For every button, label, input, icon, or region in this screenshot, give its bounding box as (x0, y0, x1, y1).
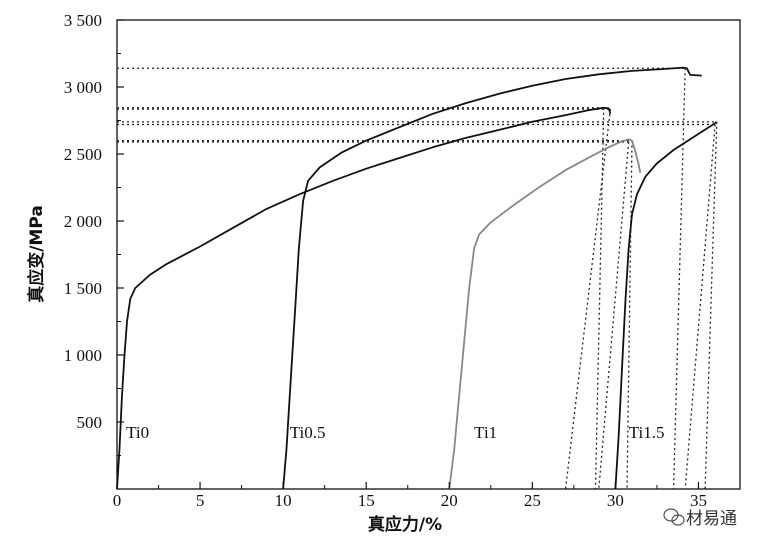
series-label-Ti0: Ti0 (126, 423, 149, 442)
reference-line-drop (564, 109, 612, 490)
x-axis-title: 真应力/% (368, 514, 442, 535)
y-tick-label: 3 000 (64, 78, 102, 97)
series-line-Ti1.5 (614, 121, 718, 490)
reference-lines (117, 67, 718, 490)
series-label-Ti1: Ti1 (474, 423, 497, 442)
series-line-Ti0 (116, 106, 612, 490)
reference-line-drop (704, 121, 718, 490)
y-tick-label: 1 000 (64, 346, 102, 365)
y-tick-label: 2 500 (64, 145, 102, 164)
x-tick-label: 5 (196, 491, 205, 510)
x-axis-ticks: 0 5 10 15 20 25 30 35 (113, 482, 707, 510)
series-label-Ti0.5: Ti0.5 (290, 423, 326, 442)
x-tick-label: 0 (113, 491, 122, 510)
reference-line-drop (598, 141, 630, 490)
series-label-Ti1.5: Ti1.5 (629, 423, 665, 442)
y-tick-label: 1 500 (64, 279, 102, 298)
x-tick-label: 25 (524, 491, 541, 510)
plot-frame (116, 19, 741, 490)
reference-line-drop (684, 124, 716, 490)
x-tick-label: 10 (275, 491, 292, 510)
y-axis-title: 真应变/MPa (26, 205, 47, 303)
series-lines (116, 66, 718, 490)
watermark: 材易通 (663, 508, 737, 529)
watermark-text: 材易通 (686, 509, 737, 529)
y-tick-label: 3 500 (64, 11, 102, 30)
x-tick-label: 15 (358, 491, 375, 510)
y-tick-label: 2 000 (64, 212, 102, 231)
series-line-Ti0.5 (282, 66, 702, 490)
reference-line-drop (672, 68, 686, 490)
x-tick-label: 35 (690, 491, 707, 510)
y-tick-label: 500 (77, 413, 103, 432)
reference-line-drop (594, 107, 605, 490)
x-tick-label: 20 (441, 491, 458, 510)
wechat-icon (663, 508, 685, 526)
series-line-Ti1 (448, 138, 642, 490)
y-axis-ticks: 500 1 000 1 500 2 000 2 500 3 000 3 500 (64, 11, 124, 456)
series-labels: Ti0 Ti0.5 Ti1 Ti1.5 (126, 423, 664, 442)
reference-line-drop (626, 140, 633, 490)
x-tick-label: 30 (607, 491, 624, 510)
